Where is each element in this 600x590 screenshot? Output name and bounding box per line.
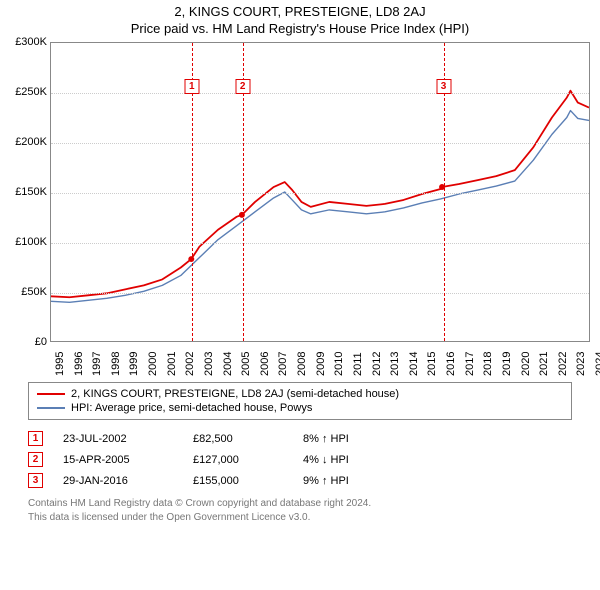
xtick-label: 1995: [54, 352, 66, 376]
event-row-pct: 9% ↑ HPI: [303, 475, 393, 487]
xtick-label: 2006: [259, 352, 271, 376]
legend-label-property: 2, KINGS COURT, PRESTEIGNE, LD8 2AJ (sem…: [71, 388, 399, 400]
xtick-label: 2003: [203, 352, 215, 376]
xtick-label: 2015: [426, 352, 438, 376]
event-row: 1 23-JUL-2002 £82,500 8% ↑ HPI: [28, 428, 572, 449]
ytick-label: £300K: [2, 36, 47, 48]
xtick-label: 2017: [464, 352, 476, 376]
series-line-hpi: [51, 111, 589, 303]
xtick-label: 2007: [277, 352, 289, 376]
xtick-label: 2011: [352, 352, 364, 376]
xtick-label: 2018: [482, 352, 494, 376]
ytick-label: £50K: [2, 286, 47, 298]
event-row-badge: 3: [28, 473, 43, 488]
plot-region: 1 2 3: [50, 42, 590, 342]
xtick-label: 2012: [371, 352, 383, 376]
xtick-label: 2000: [147, 352, 159, 376]
gridline: [51, 293, 589, 294]
xtick-label: 1998: [110, 352, 122, 376]
xtick-label: 2022: [557, 352, 569, 376]
event-row-price: £82,500: [193, 433, 283, 445]
event-row-date: 15-APR-2005: [63, 454, 173, 466]
line-chart-svg: [51, 43, 589, 341]
xtick-label: 1996: [73, 352, 85, 376]
xtick-label: 2014: [408, 352, 420, 376]
xtick-label: 2005: [240, 352, 252, 376]
ytick-label: £100K: [2, 236, 47, 248]
xtick-label: 2004: [222, 352, 234, 376]
gridline: [51, 193, 589, 194]
xtick-label: 2021: [538, 352, 550, 376]
legend-swatch-hpi: [37, 407, 65, 409]
ytick-label: £250K: [2, 86, 47, 98]
legend-swatch-property: [37, 393, 65, 395]
event-row-badge: 2: [28, 452, 43, 467]
event-badge: 3: [436, 79, 451, 94]
footer-line1: Contains HM Land Registry data © Crown c…: [28, 497, 572, 511]
event-row: 3 29-JAN-2016 £155,000 9% ↑ HPI: [28, 470, 572, 491]
xtick-label: 2019: [501, 352, 513, 376]
ytick-label: £150K: [2, 186, 47, 198]
gridline: [51, 143, 589, 144]
xtick-label: 2013: [389, 352, 401, 376]
xtick-label: 2024: [594, 352, 600, 376]
event-row-price: £127,000: [193, 454, 283, 466]
event-row-pct: 8% ↑ HPI: [303, 433, 393, 445]
event-badge: 2: [235, 79, 250, 94]
legend-item-property: 2, KINGS COURT, PRESTEIGNE, LD8 2AJ (sem…: [37, 387, 563, 401]
xtick-label: 2023: [575, 352, 587, 376]
chart-title: 2, KINGS COURT, PRESTEIGNE, LD8 2AJ: [0, 0, 600, 19]
xtick-label: 1999: [128, 352, 140, 376]
xtick-label: 2008: [296, 352, 308, 376]
event-row: 2 15-APR-2005 £127,000 4% ↓ HPI: [28, 449, 572, 470]
chart-subtitle: Price paid vs. HM Land Registry's House …: [0, 19, 600, 42]
xtick-label: 2009: [315, 352, 327, 376]
xtick-label: 2016: [445, 352, 457, 376]
event-row-pct: 4% ↓ HPI: [303, 454, 393, 466]
event-badge: 1: [184, 79, 199, 94]
xtick-label: 2020: [520, 352, 532, 376]
chart-container: 2, KINGS COURT, PRESTEIGNE, LD8 2AJ Pric…: [0, 0, 600, 590]
xtick-label: 2001: [166, 352, 178, 376]
gridline: [51, 93, 589, 94]
ytick-label: £0: [2, 336, 47, 348]
xtick-label: 1997: [91, 352, 103, 376]
ytick-label: £200K: [2, 136, 47, 148]
event-row-date: 29-JAN-2016: [63, 475, 173, 487]
chart-area: 123 £0£50K£100K£150K£200K£250K£300K19951…: [0, 42, 600, 382]
footer-line2: This data is licensed under the Open Gov…: [28, 511, 572, 525]
xtick-label: 2002: [184, 352, 196, 376]
event-row-date: 23-JUL-2002: [63, 433, 173, 445]
legend: 2, KINGS COURT, PRESTEIGNE, LD8 2AJ (sem…: [28, 382, 572, 420]
event-row-price: £155,000: [193, 475, 283, 487]
legend-label-hpi: HPI: Average price, semi-detached house,…: [71, 402, 312, 414]
events-table: 1 23-JUL-2002 £82,500 8% ↑ HPI 2 15-APR-2005 £…: [28, 428, 572, 491]
footer: Contains HM Land Registry data © Crown c…: [28, 497, 572, 524]
event-row-badge: 1: [28, 431, 43, 446]
xtick-label: 2010: [333, 352, 345, 376]
legend-item-hpi: HPI: Average price, semi-detached house,…: [37, 401, 563, 415]
gridline: [51, 243, 589, 244]
